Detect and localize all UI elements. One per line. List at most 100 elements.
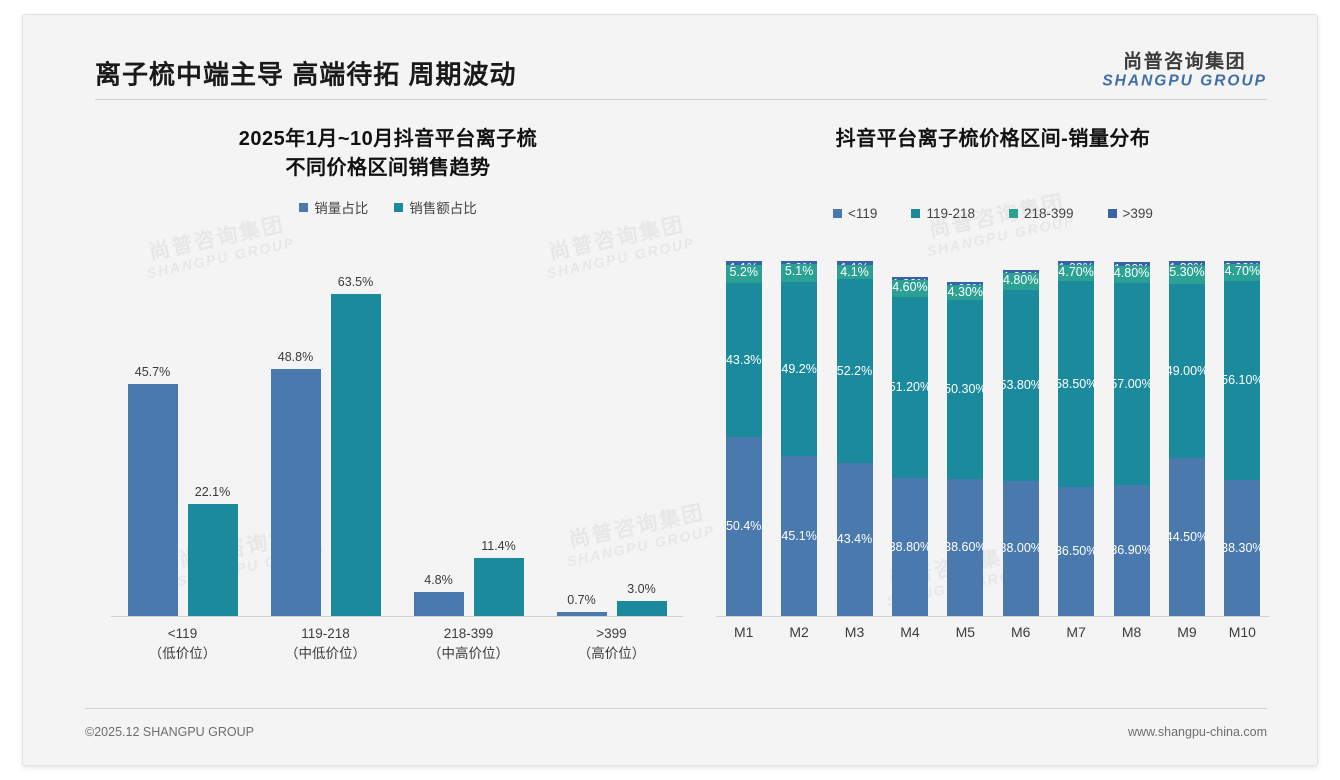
segment-value-label: 58.50% xyxy=(1058,376,1094,391)
stacked-bar-segment[interactable]: 43.4% xyxy=(836,463,873,616)
stacked-bar-segment[interactable]: 50.30% xyxy=(947,300,984,479)
bar-value-label: 11.4% xyxy=(481,539,516,554)
stacked-bar[interactable]: 1.00%4.70% 58.50% 36.50% xyxy=(1058,261,1095,616)
bar[interactable] xyxy=(413,591,464,616)
legend-item[interactable]: 119-218 xyxy=(911,206,975,221)
stacked-bar-segment[interactable]: 44.50% xyxy=(1168,458,1205,616)
stacked-bar-segment[interactable]: 1.00% xyxy=(1113,262,1150,266)
stacked-bar-segment[interactable]: 56.10% xyxy=(1224,280,1261,481)
stacked-bar-segment[interactable]: 38.00% xyxy=(1002,481,1039,616)
stacked-bar-segment[interactable]: 1.00% xyxy=(891,276,928,281)
bar-column[interactable]: 11.4% xyxy=(473,261,524,616)
x-tick-main: >399 xyxy=(596,626,627,641)
stacked-bar-segment[interactable]: 36.50% xyxy=(1058,487,1095,616)
stacked-bar-column[interactable]: 1.1%5.2% 43.3% 50.4% xyxy=(716,261,771,616)
brand-logo: 尚普咨询集团 SHANGPU GROUP xyxy=(1102,52,1267,89)
stacked-bar-segment[interactable]: 4.1% xyxy=(836,264,873,280)
stacked-bar-segment[interactable]: 52.2% xyxy=(836,279,873,464)
segment-value-label: 1.00% xyxy=(948,283,983,286)
legend-item[interactable]: 销量占比 xyxy=(299,197,368,217)
legend-item[interactable]: >399 xyxy=(1107,206,1153,221)
bar-column[interactable]: 48.8% xyxy=(270,261,321,616)
stacked-bar-column[interactable]: 1.1%4.1% 52.2% 43.4% xyxy=(827,261,882,616)
stacked-bar-column[interactable]: 1.00%4.80% 53.80% 38.00% xyxy=(993,261,1048,616)
stacked-bar-segment[interactable]: 4.30% xyxy=(947,285,984,301)
stacked-bar-segment[interactable]: 38.30% xyxy=(1224,480,1261,616)
stacked-bar-column[interactable]: 0.90%4.70% 56.10% 38.30% xyxy=(1215,261,1270,616)
stacked-bar-segment[interactable]: 1.00% xyxy=(1002,269,1039,274)
stacked-bar-column[interactable]: 1.20%5.30% 49.00% 44.50% xyxy=(1159,261,1214,616)
stacked-bar-segment[interactable]: 1.1% xyxy=(836,261,873,265)
legend-item[interactable]: 销售额占比 xyxy=(394,197,477,217)
stacked-bar-segment[interactable]: 0.90% xyxy=(1224,261,1261,265)
bar-column[interactable]: 0.7% xyxy=(556,261,607,616)
stacked-bar-segment[interactable]: 5.30% xyxy=(1168,265,1205,285)
bar-column[interactable]: 22.1% xyxy=(187,261,238,616)
bar[interactable] xyxy=(556,612,607,616)
stacked-bar-segment[interactable]: 1.1% xyxy=(725,261,762,265)
x-tick-sub: （中低价位） xyxy=(285,646,366,662)
stacked-bar-column[interactable]: 1.00%4.60% 51.20% 38.80% xyxy=(882,261,937,616)
stacked-bar-segment[interactable]: 45.1% xyxy=(781,456,818,616)
segment-value-label: 4.30% xyxy=(947,285,984,300)
stacked-bar-segment[interactable]: 36.90% xyxy=(1113,485,1150,616)
legend-item[interactable]: <119 xyxy=(833,206,877,221)
bar[interactable] xyxy=(127,384,178,616)
legend-swatch-icon xyxy=(911,209,921,218)
stacked-bar-segment[interactable]: 1.00% xyxy=(1058,261,1095,265)
bar[interactable] xyxy=(187,503,238,616)
stacked-bar[interactable]: 1.00%4.60% 51.20% 38.80% xyxy=(891,261,928,616)
stacked-bar-segment[interactable]: 1.20% xyxy=(1168,261,1205,266)
segment-value-label: 4.70% xyxy=(1058,264,1094,279)
bar[interactable] xyxy=(473,558,524,616)
stacked-bar[interactable]: 0.9%5.1% 49.2% 45.1% xyxy=(781,261,818,616)
bar-column[interactable]: 45.7% xyxy=(127,261,178,616)
bar-group: 0.7% 3.0% xyxy=(540,261,683,616)
stacked-bar-segment[interactable]: 4.60% xyxy=(891,280,928,297)
bar[interactable] xyxy=(616,600,667,616)
bar[interactable] xyxy=(330,293,381,616)
stacked-bar-segment[interactable]: 38.80% xyxy=(891,478,928,616)
stacked-bar[interactable]: 1.20%5.30% 49.00% 44.50% xyxy=(1168,261,1205,616)
right-chart-title: 抖音平台离子梳价格区间-销量分布 xyxy=(698,125,1288,154)
x-tick-sub: （中高价位） xyxy=(428,646,509,662)
segment-value-label: 38.60% xyxy=(947,540,983,555)
stacked-bar-segment[interactable]: 38.60% xyxy=(947,478,984,616)
stacked-bar-segment[interactable]: 49.2% xyxy=(781,282,818,457)
stacked-bar-segment[interactable]: 50.4% xyxy=(725,437,762,616)
stacked-bar-column[interactable]: 0.9%5.1% 49.2% 45.1% xyxy=(771,261,826,616)
stacked-bar-segment[interactable]: 49.00% xyxy=(1168,284,1205,459)
stacked-bar[interactable]: 1.1%4.1% 52.2% 43.4% xyxy=(836,261,873,616)
stacked-bar[interactable]: 1.00%4.80% 57.00% 36.90% xyxy=(1113,261,1150,616)
stacked-bar-segment[interactable]: 0.9% xyxy=(781,261,818,265)
x-tick-label: M5 xyxy=(955,624,976,640)
stacked-bar-segment[interactable]: 43.3% xyxy=(725,283,762,438)
stacked-bar-segment[interactable]: 58.50% xyxy=(1058,281,1095,488)
bar-column[interactable]: 3.0% xyxy=(616,261,667,616)
left-chart-legend: 销量占比 销售额占比 xyxy=(83,197,693,217)
stacked-bar-column[interactable]: 1.00%4.80% 57.00% 36.90% xyxy=(1104,261,1159,616)
stacked-bar-segment[interactable]: 1.00% xyxy=(947,281,984,286)
stacked-bar-column[interactable]: 1.00%4.70% 58.50% 36.50% xyxy=(1048,261,1103,616)
stacked-bar-segment[interactable]: 53.80% xyxy=(1002,290,1039,482)
stacked-bar-column[interactable]: 1.00%4.30% 50.30% 38.60% xyxy=(938,261,993,616)
bar[interactable] xyxy=(270,368,321,616)
legend-item[interactable]: 218-399 xyxy=(1008,206,1074,221)
stacked-bar-segment[interactable]: 4.80% xyxy=(1002,273,1039,291)
legend-item-label: 218-399 xyxy=(1023,206,1074,221)
x-tick-label: M4 xyxy=(900,624,920,640)
stacked-bar-segment[interactable]: 5.1% xyxy=(781,264,818,283)
stacked-bar-segment[interactable]: 51.20% xyxy=(891,296,928,479)
stacked-bar-segment[interactable]: 4.80% xyxy=(1113,265,1150,283)
stacked-bar-segment[interactable]: 4.70% xyxy=(1224,264,1261,281)
legend-item-label: 销量占比 xyxy=(314,201,369,216)
stacked-bar-segment[interactable]: 5.2% xyxy=(725,264,762,284)
stacked-bar[interactable]: 0.90%4.70% 56.10% 38.30% xyxy=(1224,261,1261,616)
stacked-bar[interactable]: 1.00%4.80% 53.80% 38.00% xyxy=(1002,261,1039,616)
stacked-bar[interactable]: 1.00%4.30% 50.30% 38.60% xyxy=(947,261,984,616)
bar-column[interactable]: 63.5% xyxy=(330,261,381,616)
stacked-bar[interactable]: 1.1%5.2% 43.3% 50.4% xyxy=(725,261,762,616)
stacked-bar-segment[interactable]: 57.00% xyxy=(1113,282,1150,486)
bar-column[interactable]: 4.8% xyxy=(413,261,464,616)
stacked-bar-segment[interactable]: 4.70% xyxy=(1058,264,1095,282)
